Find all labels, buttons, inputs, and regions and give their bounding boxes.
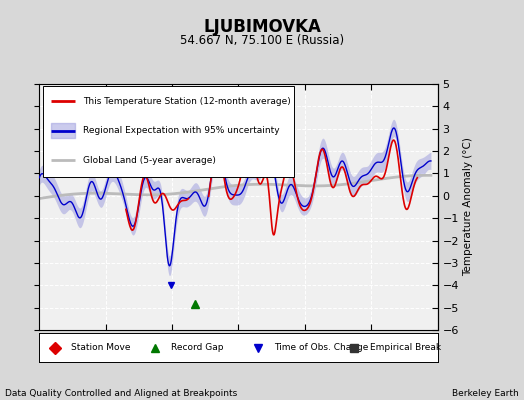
Text: Berkeley Earth: Berkeley Earth <box>452 389 519 398</box>
Text: Regional Expectation with 95% uncertainty: Regional Expectation with 95% uncertaint… <box>83 126 280 135</box>
Text: 54.667 N, 75.100 E (Russia): 54.667 N, 75.100 E (Russia) <box>180 34 344 47</box>
FancyBboxPatch shape <box>43 86 294 178</box>
Text: Data Quality Controlled and Aligned at Breakpoints: Data Quality Controlled and Aligned at B… <box>5 389 237 398</box>
Text: Empirical Break: Empirical Break <box>370 343 441 352</box>
Text: This Temperature Station (12-month average): This Temperature Station (12-month avera… <box>83 97 291 106</box>
Text: Station Move: Station Move <box>71 343 130 352</box>
Text: Time of Obs. Change: Time of Obs. Change <box>274 343 369 352</box>
Text: Global Land (5-year average): Global Land (5-year average) <box>83 156 216 165</box>
Text: LJUBIMOVKA: LJUBIMOVKA <box>203 18 321 36</box>
Text: Record Gap: Record Gap <box>171 343 223 352</box>
Y-axis label: Temperature Anomaly (°C): Temperature Anomaly (°C) <box>463 138 473 276</box>
